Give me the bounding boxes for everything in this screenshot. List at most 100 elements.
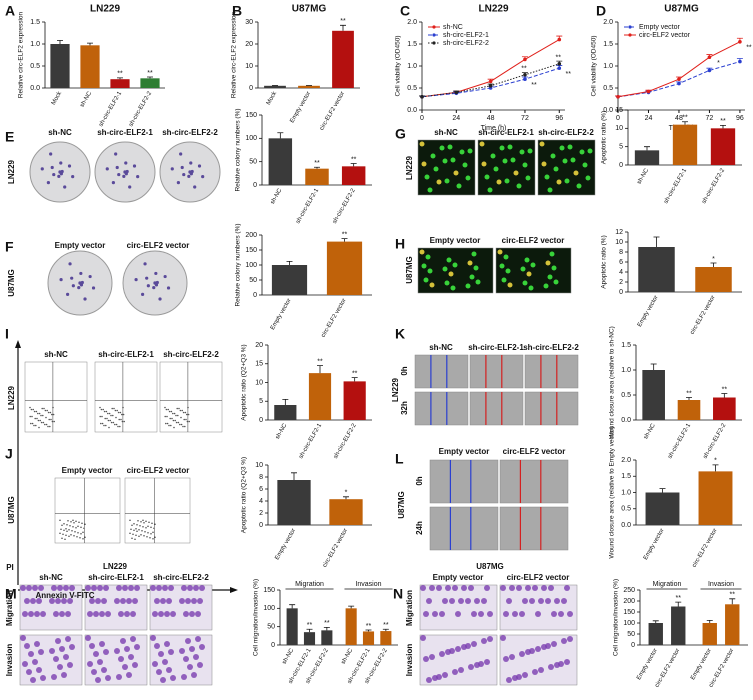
cell (471, 641, 477, 647)
image-label: sh-NC (44, 350, 68, 359)
y-tick-label: 0 (249, 85, 253, 92)
y-tick-label: 0.0 (621, 417, 631, 424)
cell (516, 183, 522, 189)
bar (271, 265, 308, 295)
cell (154, 598, 160, 604)
event (77, 525, 79, 528)
colony (136, 175, 140, 179)
x-tick-label: circ-ELF2 vector (708, 648, 735, 689)
image-label: Migration (5, 590, 14, 626)
cell (158, 651, 164, 657)
cell (567, 611, 573, 617)
cell (519, 651, 525, 657)
significance: ** (746, 45, 752, 52)
cell (187, 585, 193, 591)
cell (32, 585, 38, 591)
error-bar (282, 398, 289, 405)
y-tick-label: 0 (259, 522, 263, 529)
cell (24, 598, 30, 604)
y-tick-label: 10 (615, 125, 623, 132)
colony (122, 174, 126, 178)
cell (85, 635, 91, 641)
y-tick-label: 0.5 (30, 63, 40, 70)
cell (95, 598, 101, 604)
cell (585, 175, 591, 181)
event (129, 532, 131, 535)
significance: ** (531, 82, 537, 89)
event (48, 418, 50, 421)
cell (189, 646, 195, 652)
significance: ** (340, 18, 346, 25)
y-tick-label: 2.0 (621, 457, 631, 464)
cell (95, 677, 101, 683)
significance: ** (366, 623, 372, 630)
x-tick-label: Empty vector (270, 298, 293, 331)
cell (465, 598, 471, 604)
micrograph (24, 361, 88, 433)
legend-marker (432, 25, 436, 29)
significance: ** (556, 55, 562, 62)
error-bar (487, 83, 494, 86)
event (64, 538, 66, 541)
x-tick-label: circ-ELF2 vector (654, 648, 681, 689)
cell (444, 178, 450, 184)
y-tick-label: 1.5 (407, 41, 417, 48)
cell (582, 162, 588, 168)
micrograph (124, 477, 191, 544)
cell (447, 144, 453, 150)
significance: * (712, 256, 715, 263)
cell (512, 611, 518, 617)
y-tick-label: 2 (259, 510, 263, 517)
cell (419, 249, 425, 255)
cell (458, 598, 464, 604)
cell (103, 649, 109, 655)
y-tick-label: 100 (245, 135, 257, 142)
cell (22, 611, 28, 617)
event (135, 527, 137, 530)
error-bar (736, 37, 743, 42)
cell (179, 598, 185, 604)
panel-letter: J (5, 446, 13, 462)
colony (60, 169, 64, 174)
cell (89, 598, 95, 604)
cell (124, 611, 130, 617)
y-axis-label: Relative circ-ELF2 expression (18, 11, 25, 98)
legend-label: Empty vector (639, 24, 681, 31)
y-tick-label: 100 (263, 605, 275, 612)
cell (429, 585, 435, 591)
cell (499, 145, 505, 151)
image-label: sh-circ-ELF2-1 (468, 343, 524, 352)
event (66, 523, 68, 526)
cell (34, 611, 40, 617)
image-label: sh-circ-ELF2-2 (162, 128, 218, 137)
event (154, 536, 156, 539)
cell (573, 170, 579, 176)
panel-letter: L (395, 451, 404, 467)
event (187, 413, 190, 416)
cell (484, 659, 490, 665)
cell (40, 675, 46, 681)
cell (467, 148, 473, 154)
image-label: circ-ELF2 vector (127, 466, 190, 475)
event (140, 520, 142, 523)
significance: ** (521, 66, 527, 73)
bar (303, 632, 316, 645)
event (29, 415, 32, 418)
x-tick-label: Empty vector (289, 91, 312, 124)
event (117, 425, 119, 428)
colony (124, 161, 128, 165)
bar (274, 405, 297, 420)
panel-letter: N (393, 586, 403, 602)
event (186, 420, 189, 423)
error-bar (645, 89, 652, 92)
legend-label: sh-circ-ELF2-1 (443, 32, 489, 39)
bar (305, 168, 329, 185)
event (109, 419, 111, 422)
cell (499, 263, 505, 269)
bar (277, 480, 311, 525)
micrograph (469, 354, 524, 389)
event (51, 420, 54, 423)
error-bar (615, 95, 621, 97)
significance: ** (686, 390, 692, 397)
event (81, 522, 83, 525)
